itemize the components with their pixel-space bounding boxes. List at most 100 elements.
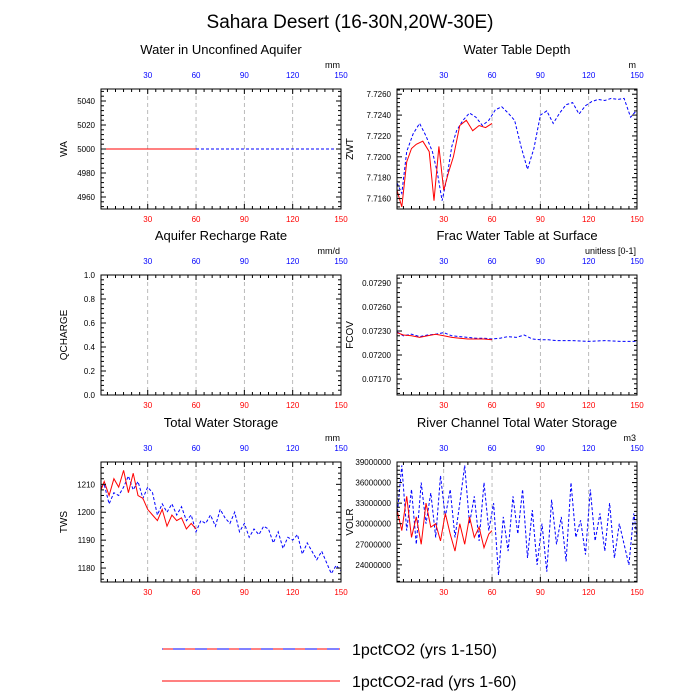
y-tick-label: 5000 <box>77 145 95 154</box>
x-tick-label-bottom: 150 <box>334 215 348 224</box>
x-tick-label-bottom: 150 <box>630 215 644 224</box>
y-tick-label: 4960 <box>77 193 95 202</box>
y-tick-label: 30000000 <box>355 520 391 529</box>
y-tick-label: 7.7220 <box>367 132 392 141</box>
x-tick-label-bottom: 60 <box>488 588 497 597</box>
y-tick-label: 7.7160 <box>367 195 392 204</box>
x-tick-label-bottom: 120 <box>582 215 596 224</box>
y-tick-label: 7.7200 <box>367 153 392 162</box>
legend-label-rad: 1pctCO2-rad (yrs 1-60) <box>352 674 517 691</box>
plot-frame <box>100 274 342 396</box>
x-tick-label-top: 30 <box>143 257 152 266</box>
panel-3: Aquifer Recharge Rate mm/d QCHARGE 30 30 60 60… <box>59 228 348 410</box>
panel-1: Water in Unconfined Aquifer mm WA 30 30 60 60 9… <box>59 42 348 224</box>
x-tick-label-top: 120 <box>286 444 300 453</box>
x-tick-label-bottom: 60 <box>488 215 497 224</box>
legend-label-ctrl: 1pctCO2 (yrs 1-150) <box>352 642 497 659</box>
y-tick-label: 0.0 <box>84 391 96 400</box>
y-tick-label: 0.8 <box>84 295 96 304</box>
y-tick-label: 0.07170 <box>362 375 391 384</box>
x-tick-label-top: 60 <box>488 444 497 453</box>
y-tick-label: 1210 <box>77 480 95 489</box>
x-tick-label-top: 120 <box>286 257 300 266</box>
series-line-1pctco2-rad <box>396 332 493 341</box>
x-tick-label-bottom: 150 <box>334 401 348 410</box>
y-tick-label: 27000000 <box>355 540 391 549</box>
series-line-1pctco2 <box>100 474 342 575</box>
y-tick-label: 33000000 <box>355 499 391 508</box>
x-tick-label-top: 150 <box>630 257 644 266</box>
y-tick-label: 7.7180 <box>367 174 392 183</box>
x-tick-label-bottom: 90 <box>240 401 249 410</box>
panel-6: River Channel Total Water Storagem3VOLR3… <box>345 415 644 597</box>
x-tick-label-top: 60 <box>488 71 497 80</box>
figure-title: Sahara Desert (16-30N,20W-30E) <box>207 12 494 33</box>
x-tick-label-bottom: 60 <box>488 401 497 410</box>
panel-title: Frac Water Table at Surface <box>436 228 597 243</box>
x-tick-label-top: 30 <box>143 71 152 80</box>
x-tick-label-top: 30 <box>439 257 448 266</box>
x-tick-label-top: 120 <box>582 257 596 266</box>
panel-units: m3 <box>623 433 636 443</box>
x-tick-label-bottom: 90 <box>240 215 249 224</box>
x-tick-label-top: 60 <box>192 444 201 453</box>
x-tick-label-top: 90 <box>240 71 249 80</box>
panel-title: Total Water Storage <box>164 415 278 430</box>
x-tick-label-bottom: 150 <box>630 401 644 410</box>
panel-title: Water Table Depth <box>464 42 571 57</box>
y-tick-label: 24000000 <box>355 561 391 570</box>
y-tick-label: 5040 <box>77 97 95 106</box>
x-tick-label-top: 90 <box>536 257 545 266</box>
panel-units: mm <box>325 60 340 70</box>
x-tick-label-top: 120 <box>582 444 596 453</box>
series-line-1pctco2 <box>396 97 638 201</box>
y-tick-label: 5020 <box>77 121 95 130</box>
x-tick-label-bottom: 60 <box>192 588 201 597</box>
x-tick-label-top: 90 <box>536 444 545 453</box>
y-tick-label: 36000000 <box>355 479 391 488</box>
panel-4: Frac Water Table at Surface unitless [0-1… <box>345 228 644 410</box>
series-line-1pctco2-rad <box>100 470 197 530</box>
panel-ylabel: VOLR <box>345 508 356 535</box>
panel-5: Total Water Storage mm TWS 30 30 60 60 90 90 120 1… <box>59 415 348 597</box>
panel-2: Water Table Depth m ZWT 30 30 60 60 90 90 120 120 1… <box>345 42 644 224</box>
series-line-1pctco2 <box>396 331 637 342</box>
x-tick-label-bottom: 60 <box>192 401 201 410</box>
y-tick-label: 7.7240 <box>367 111 392 120</box>
panel-units: unitless [0-1] <box>585 246 636 256</box>
y-tick-label: 1190 <box>78 536 96 545</box>
series-line-1pctco2 <box>396 465 638 576</box>
x-tick-label-top: 90 <box>240 257 249 266</box>
x-tick-label-bottom: 90 <box>536 401 545 410</box>
panel-ylabel: TWS <box>59 511 70 534</box>
x-tick-label-bottom: 60 <box>192 215 201 224</box>
x-tick-label-bottom: 120 <box>582 401 596 410</box>
x-tick-label-bottom: 30 <box>143 588 152 597</box>
panel-ylabel: WA <box>59 141 70 157</box>
y-tick-label: 0.2 <box>84 367 96 376</box>
panel-ylabel: QCHARGE <box>59 309 70 360</box>
y-tick-label: 0.07290 <box>362 279 391 288</box>
panel-title: Aquifer Recharge Rate <box>155 228 287 243</box>
y-tick-label: 1.0 <box>84 271 96 280</box>
x-tick-label-top: 150 <box>630 444 644 453</box>
x-tick-label-bottom: 30 <box>143 401 152 410</box>
y-tick-label: 1200 <box>77 508 95 517</box>
x-tick-label-top: 30 <box>439 444 448 453</box>
panels: Water in Unconfined Aquifer mm WA 30 30 60 60 9… <box>59 42 644 597</box>
x-tick-label-top: 150 <box>334 257 348 266</box>
x-tick-label-bottom: 30 <box>439 588 448 597</box>
x-tick-label-top: 150 <box>630 71 644 80</box>
panel-ylabel: ZWT <box>345 138 356 160</box>
x-tick-label-bottom: 120 <box>286 401 300 410</box>
x-tick-label-top: 120 <box>286 71 300 80</box>
y-tick-label: 0.07260 <box>362 303 391 312</box>
x-tick-label-top: 30 <box>439 71 448 80</box>
x-tick-label-bottom: 90 <box>536 215 545 224</box>
x-tick-label-bottom: 150 <box>630 588 644 597</box>
plot-frame <box>100 461 342 583</box>
panel-units: mm/d <box>318 246 341 256</box>
x-tick-label-top: 150 <box>334 71 348 80</box>
x-tick-label-bottom: 30 <box>143 215 152 224</box>
